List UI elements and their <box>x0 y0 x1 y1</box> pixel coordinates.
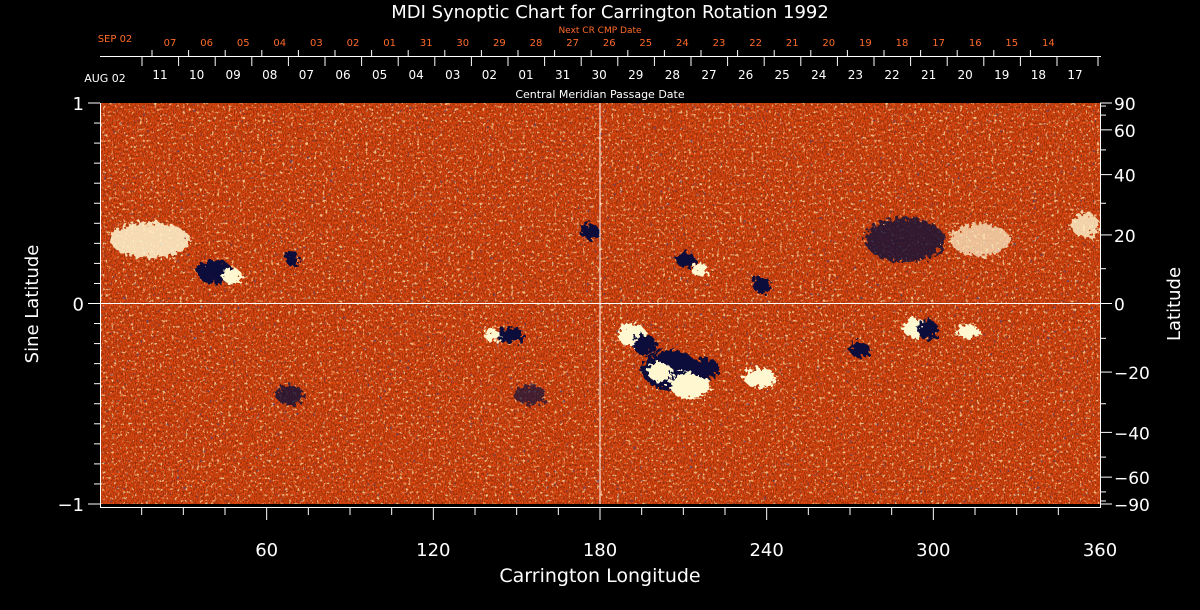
next-cr-date-label: 23 <box>713 38 726 49</box>
next-cr-date-label: 28 <box>530 38 543 49</box>
next-cr-date-label: 03 <box>310 38 323 49</box>
cmp-date-label: 24 <box>811 68 826 82</box>
x-tick-label: 240 <box>749 540 783 561</box>
axis-ticks: 60 120 180 240 300 36010−1906040200−20−40−60−… <box>57 38 1149 561</box>
cmp-date-label: 03 <box>445 68 460 82</box>
magnetogram <box>100 103 1100 504</box>
next-cr-date-label: 21 <box>786 38 799 49</box>
y-right-tick-label: 60 <box>1114 122 1136 142</box>
next-cr-date-label: 07 <box>164 38 177 49</box>
next-cr-date-label: 18 <box>896 38 909 49</box>
next-cr-date-label: 22 <box>749 38 762 49</box>
cmp-date-label: 22 <box>884 68 899 82</box>
y-left-tick-label: −1 <box>57 495 84 516</box>
next-cr-date-label: 19 <box>859 38 872 49</box>
cmp-date-label: 21 <box>921 68 936 82</box>
cmp-date-label: 19 <box>994 68 1009 82</box>
next-cr-date-label: 20 <box>822 38 835 49</box>
cmp-date-label: 23 <box>848 68 863 82</box>
next-cr-date-label: 06 <box>200 38 213 49</box>
y-right-tick-label: 40 <box>1114 167 1136 187</box>
cmp-date-label: 18 <box>1031 68 1046 82</box>
y-left-tick-label: 1 <box>73 94 84 115</box>
y-right-tick-label: −40 <box>1114 424 1150 444</box>
next-cr-date-label: 27 <box>566 38 579 49</box>
x-axis-label: Carrington Longitude <box>499 565 700 587</box>
cmp-date-label: 07 <box>299 68 314 82</box>
next-cr-date-label: 01 <box>383 38 396 49</box>
x-tick-label: 120 <box>416 540 450 561</box>
y-right-tick-label: 20 <box>1114 227 1136 247</box>
cmp-date-label: 26 <box>738 68 753 82</box>
cmp-date-label: 10 <box>189 68 204 82</box>
y-left-tick-label: 0 <box>73 295 84 316</box>
cmp-date-label: 31 <box>555 68 570 82</box>
x-tick-label: 180 <box>583 540 617 561</box>
cmp-date-label: 08 <box>262 68 277 82</box>
x-tick-label: 360 <box>1083 540 1117 561</box>
x-tick-label: 60 <box>255 540 278 561</box>
cmp-date-label: 25 <box>775 68 790 82</box>
next-cr-date-label: 14 <box>1042 38 1055 49</box>
cmp-axis-label: Central Meridian Passage Date <box>515 88 684 101</box>
x-tick-label: 300 <box>916 540 950 561</box>
y-right-axis-label: Latitude <box>1164 267 1185 341</box>
cmp-date-label: 20 <box>958 68 973 82</box>
next-cr-date-label: 29 <box>493 38 506 49</box>
next-cr-date-label: 24 <box>676 38 689 49</box>
next-cr-start-label: SEP 02 <box>98 34 133 45</box>
next-cr-date-label: 04 <box>273 38 286 49</box>
next-cr-date-label: 30 <box>456 38 469 49</box>
y-left-axis-label: Sine Latitude <box>22 245 43 364</box>
cmp-date-label: 04 <box>409 68 424 82</box>
next-cr-date-label: 25 <box>639 38 652 49</box>
next-cr-date-label: 15 <box>1005 38 1018 49</box>
next-cr-date-label: 26 <box>603 38 616 49</box>
cmp-date-label: 30 <box>592 68 607 82</box>
cmp-date-label: 09 <box>226 68 241 82</box>
cmp-date-label: 02 <box>482 68 497 82</box>
y-right-tick-label: −20 <box>1114 364 1150 384</box>
cmp-date-label: 28 <box>665 68 680 82</box>
cmp-date-label: 17 <box>1067 68 1082 82</box>
next-cr-date-label: 16 <box>969 38 982 49</box>
y-right-tick-label: 0 <box>1114 296 1125 316</box>
chart-title: MDI Synoptic Chart for Carrington Rotati… <box>391 2 829 23</box>
cmp-date-label: 11 <box>152 68 167 82</box>
next-cr-date-label: 05 <box>237 38 250 49</box>
next-cr-date-label: 17 <box>932 38 945 49</box>
next-cr-axis-label: Next CR CMP Date <box>558 26 642 36</box>
y-right-tick-label: 90 <box>1114 95 1136 115</box>
y-right-tick-label: −90 <box>1114 496 1150 516</box>
cmp-date-label: 06 <box>335 68 350 82</box>
cmp-date-label: 01 <box>518 68 533 82</box>
cmp-date-label: 05 <box>372 68 387 82</box>
cmp-start-label: AUG 02 <box>84 72 126 85</box>
cmp-date-label: 29 <box>628 68 643 82</box>
y-right-tick-label: −60 <box>1114 469 1150 489</box>
next-cr-date-label: 31 <box>420 38 433 49</box>
cmp-date-label: 27 <box>701 68 716 82</box>
next-cr-date-label: 02 <box>347 38 360 49</box>
